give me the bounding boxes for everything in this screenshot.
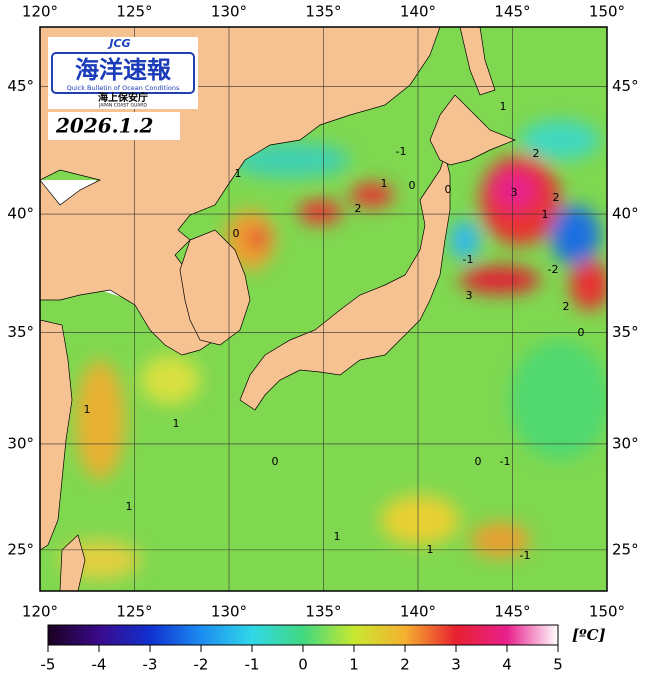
contour-label: 1 [542,208,549,221]
lon-tick-label: 150° [589,3,625,21]
contour-labels: 1 0 -1 2 3 2 0 1 2 -1 -2 1 3 2 0 1 0 1 1… [84,100,585,562]
contour-label: 0 [475,455,482,468]
contour-label: 0 [233,227,240,240]
contour-label: 1 [126,500,133,513]
axes: 120°120°125°125°130°130°135°135°140°140°… [7,3,638,621]
contour-label: 0 [578,326,585,339]
colorbar-ticks: -5 -4 -3 -2 -1 0 1 2 3 4 5 [41,645,563,674]
colorbar-unit: [ºC] [572,626,606,644]
contour-label: 0 [409,179,416,192]
lat-tick-label: 25° [7,540,34,558]
colorbar-tick-label: -5 [41,656,56,674]
lon-tick-label: 125° [116,3,152,21]
lon-tick-label: 130° [211,603,247,621]
logo-mark: JCG [107,37,130,50]
land-hokkaido [429,94,516,166]
logo-subtitle: Quick Bulletin of Ocean Conditions [67,84,180,92]
logo-title: 海洋速報 [75,56,172,84]
colorbar-tick-label: -3 [143,656,158,674]
contour-label: 3 [466,289,473,302]
lon-tick-label: 120° [22,603,58,621]
colorbar-tick-label: 4 [502,656,512,674]
lon-tick-label: 130° [211,3,247,21]
contour-label: -2 [548,263,559,276]
colorbar [47,624,559,646]
contour-label: -1 [463,253,474,266]
lat-tick-label: 30° [7,434,34,452]
land-taiwan [59,534,86,591]
date-box [48,112,180,140]
contour-label: 2 [355,202,362,215]
colorbar-tick-label: -4 [92,656,107,674]
lon-tick-label: 140° [400,603,436,621]
date: 2026.1.2 [55,114,154,138]
lat-tick-label: 30° [612,434,639,452]
lon-tick-label: 125° [116,603,152,621]
logo: JCG 海洋速報 Quick Bulletin of Ocean Conditi… [48,37,198,140]
land-japan [239,153,451,411]
lon-tick-label: 135° [305,3,341,21]
lon-tick-label: 145° [494,603,530,621]
contour-label: 0 [272,455,279,468]
contour-label: 1 [235,167,242,180]
lat-tick-label: 25° [612,540,639,558]
colorbar-tick-label: -2 [194,656,209,674]
contour-label: 1 [427,543,434,556]
temperature-field [60,120,607,580]
lat-tick-label: 35° [612,323,639,341]
land-china-coast [40,319,73,551]
contour-label: 0 [445,183,452,196]
lon-tick-label: 140° [400,3,436,21]
lon-tick-label: 120° [22,3,58,21]
contour-label: -1 [520,549,531,562]
lon-tick-label: 150° [589,603,625,621]
land-korea [179,229,251,346]
colorbar-tick-label: -1 [245,656,260,674]
lon-tick-label: 145° [494,3,530,21]
colorbar-tick-label: 0 [298,656,308,674]
contour-label: 2 [563,300,570,313]
contour-label: 2 [553,191,560,204]
lat-tick-label: 40° [7,205,34,223]
lat-tick-label: 45° [612,77,639,95]
lat-tick-label: 40° [612,205,639,223]
contour-label: -1 [396,145,407,158]
agency: 海上保安庁 [98,91,148,104]
contour-label: 3 [511,186,518,199]
agency-en: JAPAN COAST GUARD [98,103,147,109]
contour-label: -1 [500,455,511,468]
lat-tick-label: 35° [7,323,34,341]
lat-tick-label: 45° [7,77,34,95]
contour-label: 1 [500,100,507,113]
lon-tick-label: 135° [305,603,341,621]
logo-frame [51,52,195,94]
contour-label: 1 [334,530,341,543]
contour-label: 1 [84,403,91,416]
colorbar-tick-label: 3 [451,656,461,674]
colorbar-tick-label: 1 [349,656,359,674]
colorbar-tick-label: 2 [400,656,410,674]
contour-label: 2 [533,147,540,160]
colorbar-tick-label: 5 [553,656,563,674]
contour-label: 1 [173,417,180,430]
land-sakhalin [459,27,496,96]
map-frame [39,26,608,592]
contour-label: 1 [381,177,388,190]
